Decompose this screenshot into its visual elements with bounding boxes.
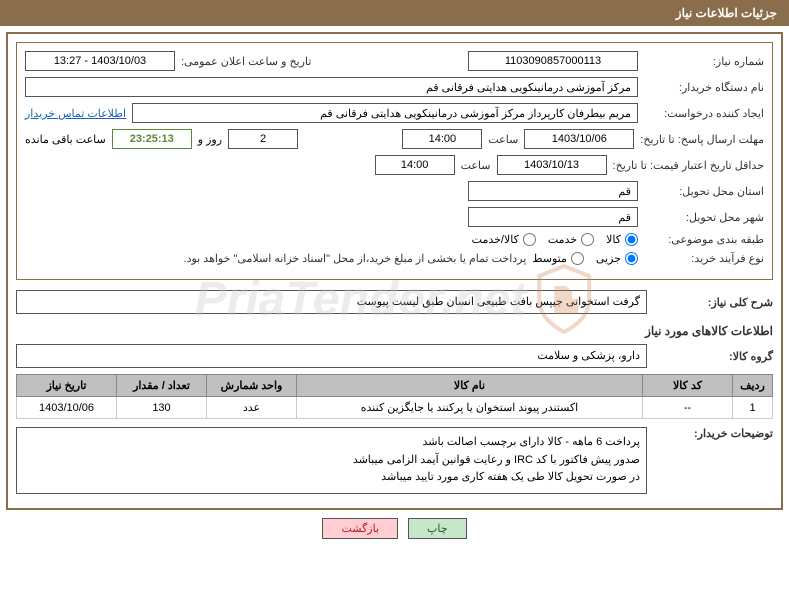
need-number-label: شماره نیاز: [644, 55, 764, 68]
td-qty: 130 [117, 397, 207, 419]
countdown-value: 23:25:13 [112, 129, 192, 149]
td-date: 1403/10/06 [17, 397, 117, 419]
radio-service-input[interactable] [581, 233, 594, 246]
th-unit: واحد شمارش [207, 375, 297, 397]
province-label: استان محل تحویل: [644, 185, 764, 198]
city-label: شهر محل تحویل: [644, 211, 764, 224]
button-row: چاپ بازگشت [0, 518, 789, 539]
td-row: 1 [733, 397, 773, 419]
back-button[interactable]: بازگشت [322, 518, 398, 539]
buyer-notes-box: پرداخت 6 ماهه - کالا دارای برچسب اصالت ب… [16, 427, 647, 494]
buyer-notes-label: توضیحات خریدار: [653, 427, 773, 440]
row-process: نوع فرآیند خرید: جزیی متوسط پرداخت تمام … [25, 252, 764, 265]
radio-goods[interactable]: کالا [606, 233, 638, 246]
th-name: نام کالا [297, 375, 643, 397]
radio-medium[interactable]: متوسط [532, 252, 584, 265]
th-row: ردیف [733, 375, 773, 397]
deadline-time: 14:00 [402, 129, 482, 149]
validity-time-label: ساعت [461, 159, 491, 172]
remaining-label: ساعت باقی مانده [25, 133, 106, 146]
announce-value: 1403/10/03 - 13:27 [25, 51, 175, 71]
days-label: روز و [198, 133, 222, 146]
row-requester: ایجاد کننده درخواست: مریم بیطرفان کارپرد… [25, 103, 764, 123]
city-value: قم [468, 207, 638, 227]
contact-buyer-link[interactable]: اطلاعات تماس خریدار [25, 107, 126, 120]
category-radio-group: کالا خدمت کالا/خدمت [472, 233, 638, 246]
row-province: استان محل تحویل: قم [25, 181, 764, 201]
process-label: نوع فرآیند خرید: [644, 252, 764, 265]
td-unit: عدد [207, 397, 297, 419]
th-code: کد کالا [643, 375, 733, 397]
row-category: طبقه بندی موضوعی: کالا خدمت کالا/خدمت [25, 233, 764, 246]
th-date: تاریخ نیاز [17, 375, 117, 397]
th-qty: تعداد / مقدار [117, 375, 207, 397]
requester-label: ایجاد کننده درخواست: [644, 107, 764, 120]
radio-both[interactable]: کالا/خدمت [472, 233, 536, 246]
row-need-number: شماره نیاز: 1103090857000113 تاریخ و ساع… [25, 51, 764, 71]
validity-date: 1403/10/13 [497, 155, 607, 175]
days-value: 2 [228, 129, 298, 149]
group-value: دارو، پزشکی و سلامت [16, 344, 647, 368]
radio-medium-input[interactable] [571, 252, 584, 265]
goods-table: ردیف کد کالا نام کالا واحد شمارش تعداد /… [16, 374, 773, 419]
radio-small-input[interactable] [625, 252, 638, 265]
row-buyer-notes: توضیحات خریدار: پرداخت 6 ماهه - کالا دار… [16, 427, 773, 494]
need-number-value: 1103090857000113 [468, 51, 638, 71]
desc-label: شرح کلی نیاز: [653, 296, 773, 309]
buyer-notes-line2: صدور پیش فاکتور با کد IRC و رعایت قوانین… [23, 452, 640, 470]
process-note: پرداخت تمام یا بخشی از مبلغ خرید،از محل … [184, 252, 527, 265]
deadline-time-label: ساعت [488, 133, 518, 146]
row-group: گروه کالا: دارو، پزشکی و سلامت [16, 344, 773, 368]
buyer-notes-line1: پرداخت 6 ماهه - کالا دارای برچسب اصالت ب… [23, 434, 640, 452]
deadline-label: مهلت ارسال پاسخ: تا تاریخ: [640, 133, 764, 146]
page-title-bar: جزئیات اطلاعات نیاز [0, 0, 789, 26]
group-label: گروه کالا: [653, 350, 773, 363]
print-button[interactable]: چاپ [408, 518, 467, 539]
row-deadline: مهلت ارسال پاسخ: تا تاریخ: 1403/10/06 سا… [25, 129, 764, 149]
goods-section-title: اطلاعات کالاهای مورد نیاز [16, 324, 773, 338]
row-validity: حداقل تاریخ اعتبار قیمت: تا تاریخ: 1403/… [25, 155, 764, 175]
buyer-value: مرکز آموزشی درمانینکویی هدایتی فرقانی قم [25, 77, 638, 97]
td-code: -- [643, 397, 733, 419]
validity-label: حداقل تاریخ اعتبار قیمت: تا تاریخ: [613, 159, 764, 172]
main-container: شماره نیاز: 1103090857000113 تاریخ و ساع… [6, 32, 783, 510]
radio-service[interactable]: خدمت [548, 233, 594, 246]
details-box: شماره نیاز: 1103090857000113 تاریخ و ساع… [16, 42, 773, 280]
deadline-date: 1403/10/06 [524, 129, 634, 149]
page-title: جزئیات اطلاعات نیاز [676, 6, 777, 20]
province-value: قم [468, 181, 638, 201]
radio-goods-input[interactable] [625, 233, 638, 246]
radio-both-input[interactable] [523, 233, 536, 246]
row-description: شرح کلی نیاز: گرفت استخوانی جیپس بافت طب… [16, 290, 773, 314]
process-radio-group: جزیی متوسط [532, 252, 638, 265]
category-label: طبقه بندی موضوعی: [644, 233, 764, 246]
desc-value: گرفت استخوانی جیپس بافت طبیعی انسان طبق … [16, 290, 647, 314]
table-row: 1 -- اکستندر پیوند استخوان یا پرکنند یا … [17, 397, 773, 419]
table-header-row: ردیف کد کالا نام کالا واحد شمارش تعداد /… [17, 375, 773, 397]
buyer-notes-line3: در صورت تحویل کالا طی یک هفته کاری مورد … [23, 469, 640, 487]
td-name: اکستندر پیوند استخوان یا پرکنند یا جایگز… [297, 397, 643, 419]
validity-time: 14:00 [375, 155, 455, 175]
row-buyer: نام دستگاه خریدار: مرکز آموزشی درمانینکو… [25, 77, 764, 97]
row-city: شهر محل تحویل: قم [25, 207, 764, 227]
buyer-label: نام دستگاه خریدار: [644, 81, 764, 94]
requester-value: مریم بیطرفان کارپرداز مرکز آموزشی درمانی… [132, 103, 638, 123]
radio-small[interactable]: جزیی [596, 252, 638, 265]
announce-label: تاریخ و ساعت اعلان عمومی: [181, 55, 311, 68]
